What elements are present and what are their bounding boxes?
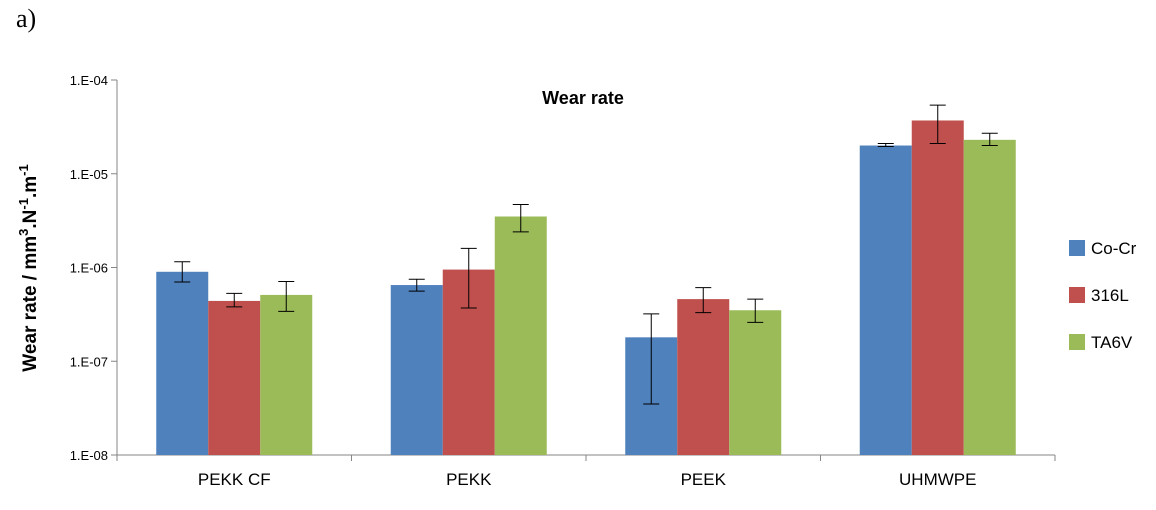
y-tick-label: 1.E-06: [70, 261, 108, 276]
legend-swatch: [1069, 287, 1085, 303]
x-category-label: PEKK CF: [198, 470, 271, 489]
plot-area: 1.E-08 1.E-07 1.E-06 1.E-05 1.E-04 PEKK CF PEK…: [70, 73, 1056, 489]
bar: [677, 299, 730, 455]
legend-label: TA6V: [1091, 333, 1133, 352]
legend-label: 316L: [1091, 286, 1129, 305]
legend-swatch: [1069, 240, 1085, 256]
x-category-label: UHMWPE: [899, 470, 976, 489]
bar: [390, 285, 443, 455]
bar: [494, 216, 547, 455]
bar: [156, 271, 209, 455]
x-category-label: PEKK: [446, 470, 492, 489]
y-tick-label: 1.E-05: [70, 167, 108, 182]
legend-swatch: [1069, 334, 1085, 350]
x-category-label: PEEK: [681, 470, 727, 489]
bar: [260, 294, 313, 455]
y-tick-label: 1.E-08: [70, 448, 108, 463]
panel-label: a): [16, 4, 37, 33]
y-tick-label: 1.E-04: [70, 73, 108, 88]
y-tick-label: 1.E-07: [70, 354, 108, 369]
legend-label: Co-Cr: [1091, 239, 1137, 258]
y-axis-label: Wear rate / mm3.N-1.m-1: [16, 164, 41, 371]
bar: [911, 120, 964, 456]
bar: [208, 300, 261, 455]
bar: [729, 310, 782, 455]
y-axis-title: Wear rate / mm3.N-1.m-1: [16, 164, 41, 371]
bar: [963, 139, 1016, 455]
chart-title: Wear rate: [542, 88, 624, 108]
bar: [859, 145, 912, 455]
legend: Co-Cr 316L TA6V: [1069, 239, 1137, 352]
